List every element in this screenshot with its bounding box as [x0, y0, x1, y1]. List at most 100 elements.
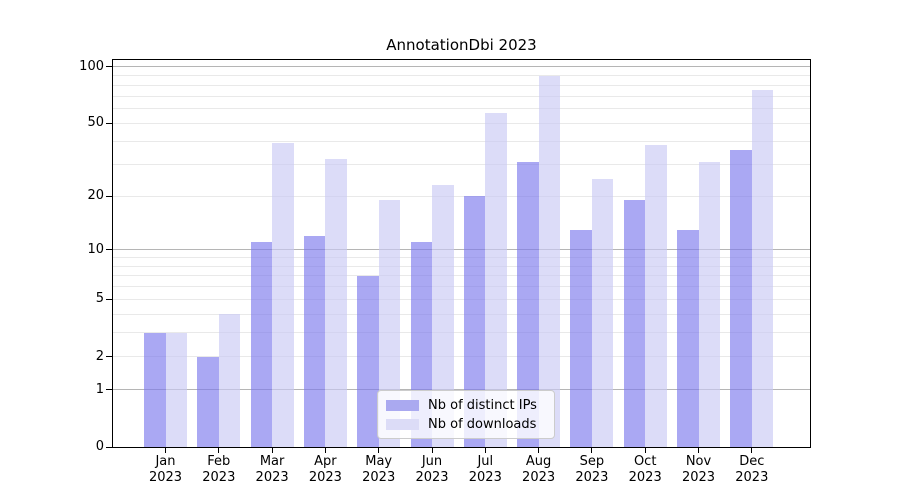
- gridline-minor: [113, 356, 810, 358]
- legend-swatch-distinct-ips: [386, 399, 419, 411]
- y-axis-tick-label: 1: [95, 381, 104, 397]
- legend-row-downloads: Nb of downloads: [386, 417, 546, 432]
- x-tick-month: Feb: [207, 454, 231, 469]
- bar-downloads: [378, 200, 401, 447]
- gridline-minor: [113, 95, 810, 97]
- x-tick-mark: [271, 448, 273, 453]
- x-axis-tick-label: Sep 2023: [560, 454, 624, 486]
- bar-downloads: [645, 145, 667, 447]
- x-tick-mark: [324, 448, 326, 453]
- y-tick-mark: [106, 356, 113, 358]
- x-tick-month: May: [365, 454, 393, 469]
- x-tick-month: Jul: [477, 454, 494, 469]
- y-axis-tick-label: 5: [95, 291, 104, 307]
- x-tick-year: 2023: [148, 470, 183, 485]
- gridline-minor: [113, 275, 810, 277]
- chart-title: AnnotationDbi 2023: [386, 36, 537, 54]
- bar-distinct-ips: [303, 235, 326, 447]
- bar-downloads: [698, 161, 720, 447]
- gridline-minor: [113, 332, 810, 334]
- x-tick-mark: [698, 448, 699, 453]
- x-axis-tick-label: Jun 2023: [400, 454, 464, 486]
- x-axis-tick-label: Feb 2023: [187, 454, 251, 486]
- bar-downloads: [538, 76, 561, 447]
- bar-distinct-ips: [144, 332, 166, 447]
- plot-area: [112, 59, 811, 448]
- x-tick-month: Apr: [314, 454, 337, 469]
- bar-distinct-ips: [197, 356, 219, 447]
- y-tick-mark: [106, 66, 113, 68]
- gridline-minor: [113, 313, 810, 315]
- x-axis-tick-label: Jan 2023: [134, 454, 198, 486]
- x-tick-year: 2023: [308, 470, 342, 485]
- bar-downloads: [218, 314, 241, 447]
- x-tick-year: 2023: [681, 470, 716, 485]
- x-tick-mark: [484, 448, 486, 453]
- x-tick-month: Jan: [155, 454, 176, 469]
- y-axis-tick-label: 0: [95, 439, 104, 454]
- y-tick-mark: [106, 249, 113, 251]
- x-tick-mark: [218, 448, 220, 453]
- legend-swatch-downloads: [386, 418, 419, 430]
- bar-downloads: [272, 143, 294, 447]
- bar-distinct-ips: [463, 196, 486, 447]
- x-tick-mark: [644, 448, 646, 453]
- gridline-minor: [113, 122, 810, 124]
- gridline-minor: [113, 163, 810, 165]
- bar-downloads: [591, 178, 614, 447]
- x-tick-mark: [165, 448, 166, 453]
- gridline-minor: [113, 195, 810, 197]
- x-tick-mark: [751, 448, 753, 453]
- y-axis-tick-label: 50: [87, 115, 104, 131]
- x-tick-month: Aug: [525, 454, 552, 469]
- x-axis-tick-label: Apr 2023: [293, 454, 357, 486]
- x-tick-year: 2023: [468, 470, 502, 485]
- bar-distinct-ips: [570, 229, 592, 447]
- x-axis-tick-label: May 2023: [347, 454, 411, 486]
- x-tick-mark: [378, 448, 380, 453]
- x-tick-year: 2023: [202, 470, 236, 485]
- bar-downloads: [325, 159, 347, 447]
- bar-distinct-ips: [517, 161, 539, 447]
- x-tick-year: 2023: [575, 470, 609, 485]
- gridline-minor: [113, 298, 810, 300]
- x-tick-month: Oct: [633, 454, 657, 469]
- gridline-minor: [113, 286, 810, 288]
- bar-distinct-ips: [623, 200, 646, 447]
- gridline-minor: [113, 84, 810, 86]
- x-axis-tick-label: Nov 2023: [667, 454, 731, 486]
- x-axis-tick-label: Aug 2023: [507, 454, 571, 486]
- gridline-major: [113, 249, 810, 251]
- y-tick-mark: [106, 122, 113, 124]
- gridline-minor: [113, 108, 810, 109]
- bar-downloads: [751, 90, 774, 447]
- x-tick-year: 2023: [362, 470, 396, 485]
- x-tick-year: 2023: [522, 470, 556, 485]
- y-tick-mark: [106, 389, 113, 391]
- bar-distinct-ips: [730, 149, 752, 447]
- bar-distinct-ips: [357, 275, 379, 447]
- bar-downloads: [432, 185, 454, 447]
- gridline-major: [113, 389, 810, 391]
- bar-distinct-ips: [677, 229, 699, 447]
- x-tick-year: 2023: [255, 470, 289, 485]
- y-tick-mark: [106, 446, 113, 448]
- bar-distinct-ips: [250, 242, 273, 447]
- y-axis-tick-label: 10: [87, 241, 104, 257]
- y-tick-mark: [106, 195, 113, 197]
- y-tick-mark: [106, 298, 113, 300]
- gridline-minor: [113, 265, 810, 267]
- y-axis-tick-label: 100: [79, 58, 104, 74]
- gridline-major: [113, 66, 810, 68]
- legend-label-downloads: Nb of downloads: [428, 416, 537, 432]
- legend-label-distinct-ips: Nb of distinct IPs: [428, 397, 537, 413]
- x-tick-year: 2023: [735, 470, 769, 485]
- gridline-minor: [113, 75, 810, 77]
- y-axis-tick-label: 20: [87, 188, 104, 204]
- x-tick-month: Sep: [579, 454, 605, 469]
- bar-downloads: [165, 332, 187, 447]
- gridline-minor: [113, 256, 810, 258]
- y-axis-tick-label: 2: [95, 348, 104, 364]
- x-tick-mark: [538, 448, 540, 453]
- legend: Nb of distinct IPs Nb of downloads: [377, 390, 555, 439]
